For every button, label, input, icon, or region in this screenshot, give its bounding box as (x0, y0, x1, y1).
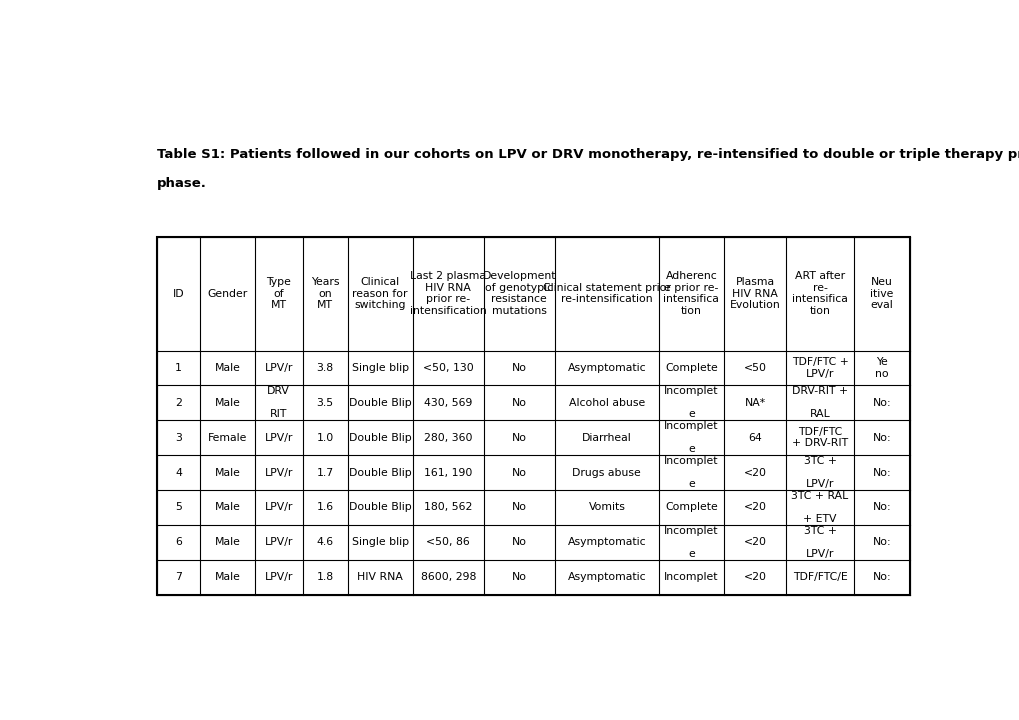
Text: TDF/FTC/E: TDF/FTC/E (792, 572, 847, 582)
Text: Double Blip: Double Blip (348, 467, 411, 477)
Text: 3.8: 3.8 (316, 363, 333, 373)
Text: LPV/r: LPV/r (264, 503, 292, 513)
Text: Plasma
HIV RNA
Evolution: Plasma HIV RNA Evolution (729, 277, 780, 310)
Text: LPV/r: LPV/r (264, 433, 292, 443)
Text: <50: <50 (743, 363, 766, 373)
Text: Adherenc
e prior re-
intensifica
tion: Adherenc e prior re- intensifica tion (662, 271, 718, 316)
Text: Incomplet

e: Incomplet e (663, 526, 718, 559)
Text: Years
on
MT: Years on MT (311, 277, 339, 310)
Text: 4.6: 4.6 (316, 537, 333, 547)
Text: 1.0: 1.0 (316, 433, 333, 443)
Text: DRV

RIT: DRV RIT (267, 386, 289, 420)
Text: TDF/FTC
+ DRV-RIT: TDF/FTC + DRV-RIT (792, 427, 848, 449)
Text: Male: Male (214, 572, 240, 582)
Text: 3TC +

LPV/r: 3TC + LPV/r (803, 456, 836, 489)
Text: 2: 2 (175, 398, 181, 408)
Text: No: No (512, 572, 526, 582)
Text: Male: Male (214, 398, 240, 408)
Text: No:: No: (872, 433, 891, 443)
Text: ART after
re-
intensifica
tion: ART after re- intensifica tion (792, 271, 847, 316)
Text: Single blip: Single blip (352, 537, 409, 547)
Text: Female: Female (208, 433, 247, 443)
Text: 4: 4 (175, 467, 181, 477)
Text: Type
of
MT: Type of MT (266, 277, 290, 310)
Text: Male: Male (214, 363, 240, 373)
Text: <50, 86: <50, 86 (426, 537, 470, 547)
Text: LPV/r: LPV/r (264, 572, 292, 582)
Text: 3TC + RAL

+ ETV: 3TC + RAL + ETV (791, 491, 848, 524)
Text: LPV/r: LPV/r (264, 363, 292, 373)
Text: phase.: phase. (157, 177, 207, 190)
Text: Asymptomatic: Asymptomatic (567, 572, 645, 582)
Text: No: No (512, 503, 526, 513)
Text: LPV/r: LPV/r (264, 467, 292, 477)
Text: <20: <20 (743, 467, 766, 477)
Text: <20: <20 (743, 537, 766, 547)
Text: Clinical
reason for
switching: Clinical reason for switching (353, 277, 408, 310)
Text: 1: 1 (175, 363, 181, 373)
Text: 1.8: 1.8 (316, 572, 333, 582)
Text: 7: 7 (175, 572, 181, 582)
Text: HIV RNA: HIV RNA (357, 572, 403, 582)
Text: No:: No: (872, 572, 891, 582)
Text: 180, 562: 180, 562 (424, 503, 472, 513)
Text: LPV/r: LPV/r (264, 537, 292, 547)
Text: Male: Male (214, 537, 240, 547)
Text: 430, 569: 430, 569 (424, 398, 472, 408)
Text: ID: ID (172, 289, 184, 299)
Text: No: No (512, 363, 526, 373)
Text: 1.6: 1.6 (316, 503, 333, 513)
Text: Gender: Gender (207, 289, 248, 299)
Text: Incomplet: Incomplet (663, 572, 718, 582)
Text: Vomits: Vomits (588, 503, 625, 513)
Text: Neu
itive
eval: Neu itive eval (869, 277, 893, 310)
Text: No:: No: (872, 398, 891, 408)
Text: TDF/FTC +
LPV/r: TDF/FTC + LPV/r (791, 357, 848, 379)
Text: Clinical statement prior
re-intensification: Clinical statement prior re-intensificat… (542, 283, 671, 305)
Text: 64: 64 (748, 433, 761, 443)
Text: Incomplet

e: Incomplet e (663, 456, 718, 489)
Text: Complete: Complete (664, 503, 717, 513)
Text: No:: No: (872, 537, 891, 547)
Text: Incomplet

e: Incomplet e (663, 386, 718, 420)
Text: 3: 3 (175, 433, 181, 443)
Text: Single blip: Single blip (352, 363, 409, 373)
Text: Double Blip: Double Blip (348, 503, 411, 513)
Text: DRV-RIT +

RAL: DRV-RIT + RAL (792, 386, 848, 420)
Text: Double Blip: Double Blip (348, 433, 411, 443)
Text: Diarrheal: Diarrheal (582, 433, 631, 443)
Text: No: No (512, 467, 526, 477)
Text: 280, 360: 280, 360 (424, 433, 472, 443)
Text: No: No (512, 537, 526, 547)
Text: Last 2 plasma
HIV RNA
prior re-
intensification: Last 2 plasma HIV RNA prior re- intensif… (410, 271, 486, 316)
Text: Asymptomatic: Asymptomatic (567, 537, 645, 547)
Text: No:: No: (872, 467, 891, 477)
Text: <50, 130: <50, 130 (423, 363, 473, 373)
Text: 5: 5 (175, 503, 181, 513)
Text: 3TC +

LPV/r: 3TC + LPV/r (803, 526, 836, 559)
Text: <20: <20 (743, 503, 766, 513)
Text: Ye
no: Ye no (874, 357, 888, 379)
Text: Asymptomatic: Asymptomatic (567, 363, 645, 373)
Text: 6: 6 (175, 537, 181, 547)
Text: Male: Male (214, 467, 240, 477)
Text: No: No (512, 433, 526, 443)
Text: No:: No: (872, 503, 891, 513)
Text: Male: Male (214, 503, 240, 513)
Text: Double Blip: Double Blip (348, 398, 411, 408)
Text: Incomplet

e: Incomplet e (663, 421, 718, 454)
Text: 3.5: 3.5 (316, 398, 333, 408)
Text: No: No (512, 398, 526, 408)
Text: Alcohol abuse: Alcohol abuse (569, 398, 644, 408)
Text: Table S1: Patients followed in our cohorts on LPV or DRV monotherapy, re-intensi: Table S1: Patients followed in our cohor… (157, 148, 1019, 161)
Text: 1.7: 1.7 (316, 467, 333, 477)
Text: Complete: Complete (664, 363, 717, 373)
Text: Drugs abuse: Drugs abuse (572, 467, 641, 477)
Text: <20: <20 (743, 572, 766, 582)
Text: 161, 190: 161, 190 (424, 467, 472, 477)
Text: NA*: NA* (744, 398, 765, 408)
Text: Development
of genotypic
resistance
mutations: Development of genotypic resistance muta… (482, 271, 555, 316)
Text: 8600, 298: 8600, 298 (420, 572, 476, 582)
